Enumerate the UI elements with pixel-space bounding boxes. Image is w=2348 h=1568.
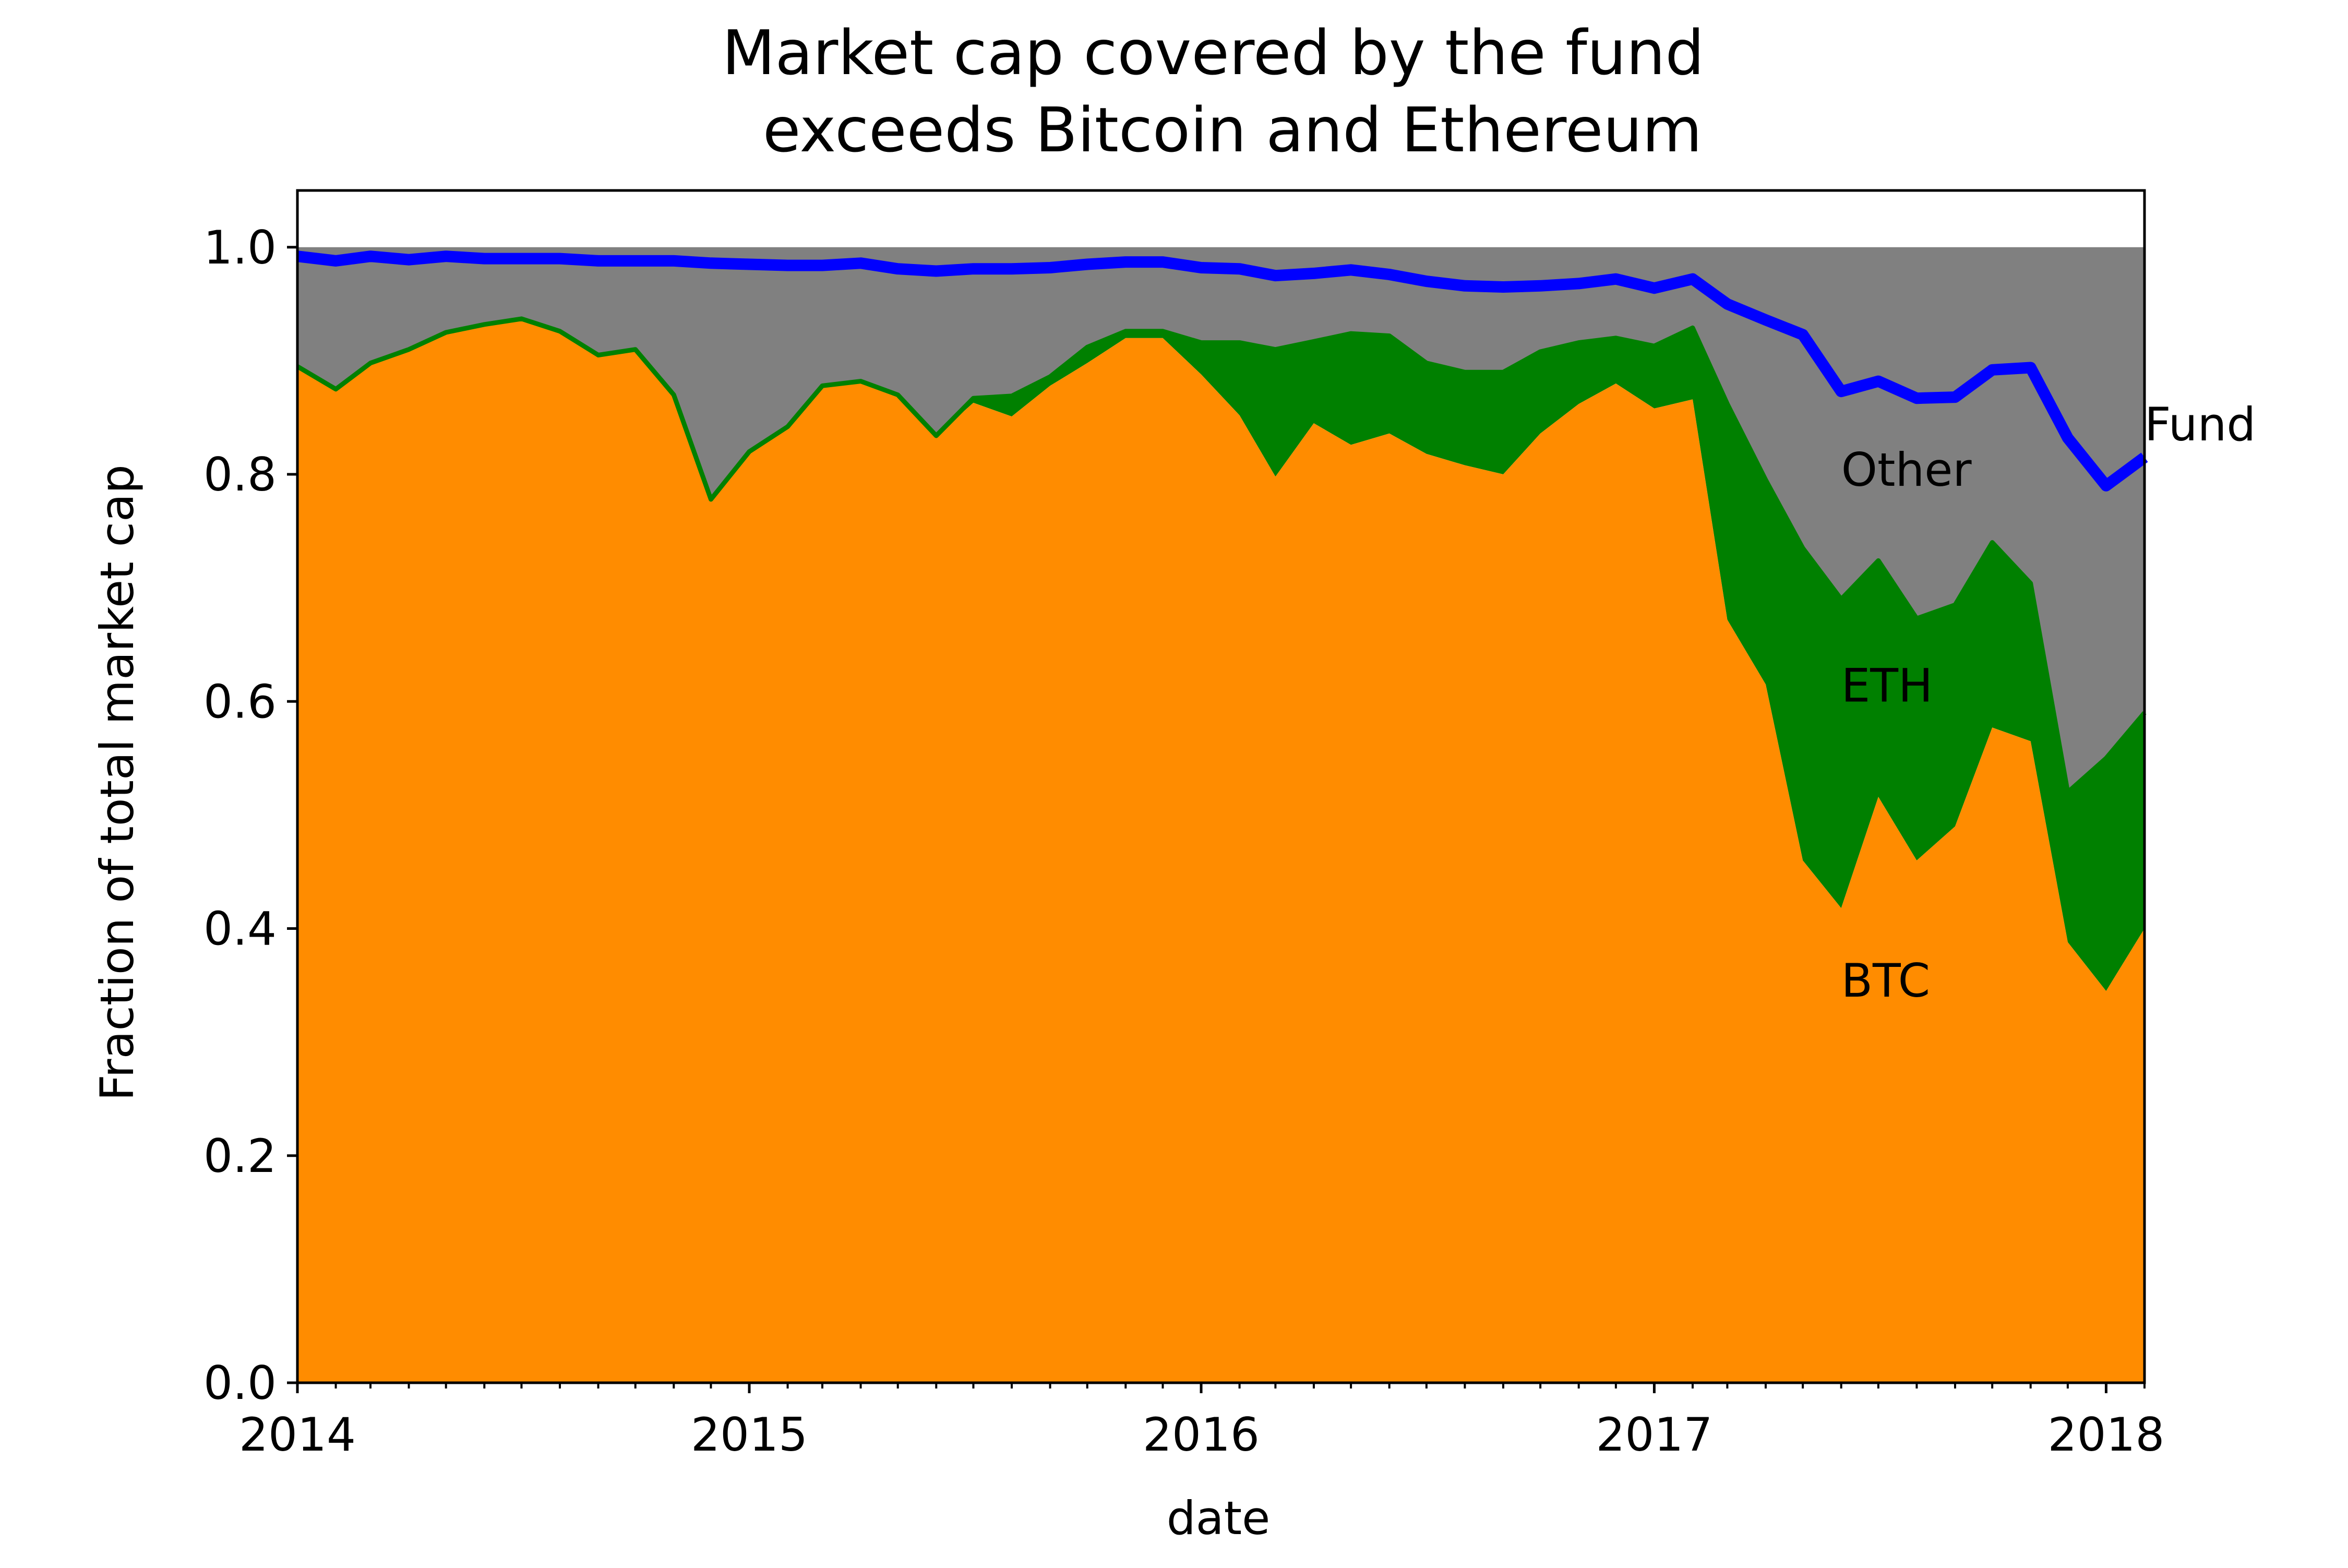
chart-title-line-1: Market cap covered by the fund (722, 17, 1705, 89)
eth-upper-line (296, 316, 2147, 795)
eth-area (297, 318, 2145, 991)
y-tick-label: 0.6 (203, 675, 277, 728)
other-area (297, 247, 2145, 793)
x-tick-label: 2016 (1143, 1408, 1260, 1462)
fund-line (296, 250, 2148, 492)
y-tick-label: 0.2 (203, 1129, 277, 1183)
series-labels: BTC ETH Other Fund (1841, 398, 2256, 1008)
eth-label: ETH (1841, 659, 1933, 712)
y-tick-label: 0.4 (203, 902, 277, 956)
y-tick-label: 0.8 (203, 448, 277, 501)
chart-title-line-2: exceeds Bitcoin and Ethereum (763, 94, 1702, 166)
axes-frame (296, 189, 2146, 1384)
x-axis-label: date (1167, 1491, 1270, 1545)
x-axis: 2014 2015 2016 2017 2018 (239, 1383, 2164, 1462)
other-label: Other (1841, 443, 1972, 497)
y-tick-label: 0.0 (203, 1356, 277, 1410)
plot-area (296, 247, 2148, 1383)
x-tick-label: 2017 (1596, 1408, 1712, 1462)
x-tick-label: 2018 (2047, 1408, 2164, 1462)
btc-area (297, 318, 2145, 1383)
y-tick-label: 1.0 (203, 221, 277, 274)
fund-label: Fund (2145, 398, 2256, 451)
x-tick-label: 2015 (691, 1408, 808, 1462)
btc-label: BTC (1841, 954, 1930, 1008)
y-axis-label: Fraction of total market cap (90, 464, 144, 1101)
x-tick-label: 2014 (239, 1408, 356, 1462)
y-axis: 0.0 0.2 0.4 0.6 0.8 1.0 (203, 221, 297, 1410)
